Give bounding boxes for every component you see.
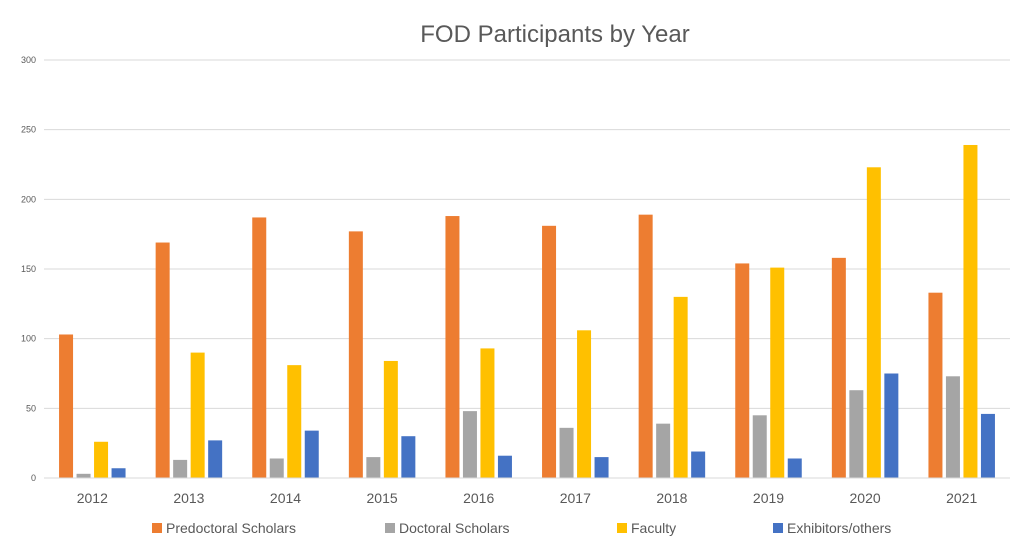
bar-faculty-2016 [480, 348, 495, 478]
chart-title: FOD Participants by Year [420, 21, 689, 48]
legend-swatch [617, 523, 627, 533]
bar-faculty-2012 [94, 441, 109, 478]
gridlines [44, 59, 1010, 409]
bar-predoctoral-scholars-2019 [735, 263, 750, 478]
legend-swatch [773, 523, 783, 533]
bar-faculty-2014 [287, 365, 302, 478]
x-tick-label: 2015 [367, 490, 398, 506]
bar-doctoral-scholars-2021 [945, 376, 960, 478]
legend-swatch [385, 523, 395, 533]
bar-exhibitors-others-2021 [980, 413, 995, 478]
bar-doctoral-scholars-2016 [462, 411, 477, 478]
bar-predoctoral-scholars-2018 [638, 214, 653, 478]
bar-predoctoral-scholars-2021 [928, 292, 943, 478]
y-tick-label: 150 [21, 264, 36, 274]
bar-exhibitors-others-2013 [208, 440, 223, 478]
bar-faculty-2015 [383, 360, 398, 478]
bar-exhibitors-others-2012 [111, 468, 126, 478]
bar-doctoral-scholars-2020 [849, 390, 864, 478]
legend: Predoctoral Scholars Doctoral Scholars Fac… [152, 520, 891, 536]
legend-swatch [152, 523, 162, 533]
bar-faculty-2013 [190, 352, 205, 478]
bar-exhibitors-others-2014 [304, 430, 319, 478]
y-tick-label: 300 [21, 55, 36, 65]
legend-label: Predoctoral Scholars [166, 520, 296, 536]
bar-doctoral-scholars-2015 [366, 457, 381, 478]
bar-faculty-2020 [866, 167, 881, 479]
x-tick-label: 2016 [463, 490, 494, 506]
bar-faculty-2021 [963, 144, 978, 479]
y-tick-label: 0 [31, 473, 36, 483]
x-tick-label: 2013 [173, 490, 204, 506]
bar-exhibitors-others-2016 [497, 455, 512, 478]
bar-doctoral-scholars-2013 [173, 459, 188, 478]
x-tick-label: 2020 [850, 490, 881, 506]
bar-exhibitors-others-2018 [691, 451, 706, 478]
bar-predoctoral-scholars-2016 [445, 216, 460, 479]
bar-faculty-2019 [770, 267, 785, 478]
bar-exhibitors-others-2017 [594, 457, 609, 478]
x-axis-ticks: 2012 2013 2014 2015 2016 2017 2018 2019 2020 2021 [77, 490, 978, 506]
bar-predoctoral-scholars-2012 [59, 334, 74, 478]
y-axis-ticks: 0 50 100 150 200 250 300 [21, 55, 36, 483]
y-tick-label: 200 [21, 194, 36, 204]
bar-doctoral-scholars-2019 [752, 415, 767, 478]
x-tick-label: 2018 [656, 490, 687, 506]
bar-faculty-2017 [577, 330, 592, 478]
bar-predoctoral-scholars-2015 [348, 231, 363, 478]
bar-doctoral-scholars-2012 [76, 473, 91, 478]
y-tick-label: 250 [21, 125, 36, 135]
bar-exhibitors-others-2020 [884, 373, 899, 478]
y-tick-label: 50 [26, 403, 36, 413]
bars [59, 144, 995, 479]
x-tick-label: 2017 [560, 490, 591, 506]
x-tick-label: 2014 [270, 490, 301, 506]
legend-label: Faculty [631, 520, 676, 536]
bar-faculty-2018 [673, 296, 688, 478]
x-tick-label: 2019 [753, 490, 784, 506]
bar-predoctoral-scholars-2014 [252, 217, 267, 478]
y-tick-label: 100 [21, 334, 36, 344]
bar-exhibitors-others-2019 [787, 458, 802, 478]
bar-doctoral-scholars-2017 [559, 427, 574, 478]
legend-label: Doctoral Scholars [399, 520, 510, 536]
bar-predoctoral-scholars-2013 [155, 242, 170, 478]
x-tick-label: 2021 [946, 490, 977, 506]
bar-predoctoral-scholars-2020 [831, 257, 846, 478]
bar-doctoral-scholars-2018 [656, 423, 671, 478]
bar-predoctoral-scholars-2017 [542, 225, 557, 478]
legend-label: Exhibitors/others [787, 520, 891, 536]
x-tick-label: 2012 [77, 490, 108, 506]
bar-exhibitors-others-2015 [401, 436, 416, 478]
bar-doctoral-scholars-2014 [269, 458, 284, 478]
